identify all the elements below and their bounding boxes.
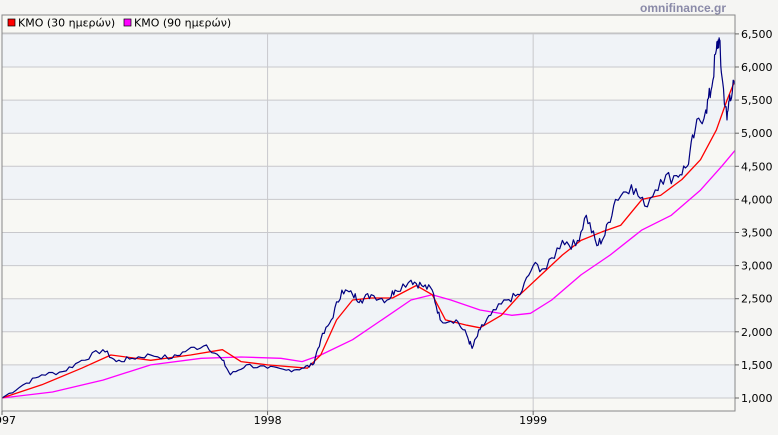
y-tick-label: 2,500	[741, 293, 773, 306]
legend-strip	[2, 15, 735, 33]
x-tick-label: 1997	[0, 414, 16, 427]
x-tick-label: 1998	[254, 414, 282, 427]
y-axis: 1,000 1,500 2,000 2,500 3,000 3,500 4,000 4,500…	[735, 28, 773, 405]
band	[2, 232, 735, 266]
x-tick-label: 1999	[519, 414, 547, 427]
y-tick-label: 5,000	[741, 127, 773, 140]
series-line-price	[1, 37, 736, 399]
legend-swatch-ma30	[7, 18, 16, 27]
gridlines	[2, 15, 735, 411]
band	[2, 33, 735, 67]
band	[2, 166, 735, 200]
plot-frame	[1, 14, 736, 412]
band	[2, 100, 735, 134]
legend-label-ma30: ΚΜΟ (30 ημερών)	[18, 17, 115, 30]
plot-area	[2, 15, 735, 411]
y-tick-label: 4,000	[741, 193, 773, 206]
y-tick-label: 5,500	[741, 94, 773, 107]
legend-label-ma90: ΚΜΟ (90 ημερών)	[134, 17, 231, 30]
y-tick-label: 4,500	[741, 160, 773, 173]
band	[2, 298, 735, 332]
legend-swatch-ma90	[123, 18, 132, 27]
y-tick-label: 6,500	[741, 28, 773, 41]
series-lines	[1, 37, 736, 399]
y-tick-label: 6,000	[741, 61, 773, 74]
brand-watermark: omnifinance.gr	[640, 1, 726, 15]
plot-background	[2, 15, 735, 411]
y-tick-label: 1,500	[741, 359, 773, 372]
band	[2, 364, 735, 398]
y-tick-label: 2,000	[741, 326, 773, 339]
legend: ΚΜΟ (30 ημερών) ΚΜΟ (90 ημερών)	[7, 17, 231, 30]
y-tick-label: 1,000	[741, 392, 773, 405]
y-tick-label: 3,000	[741, 260, 773, 273]
y-tick-label: 3,500	[741, 227, 773, 240]
x-axis: 1997 1998 1999	[0, 411, 547, 427]
